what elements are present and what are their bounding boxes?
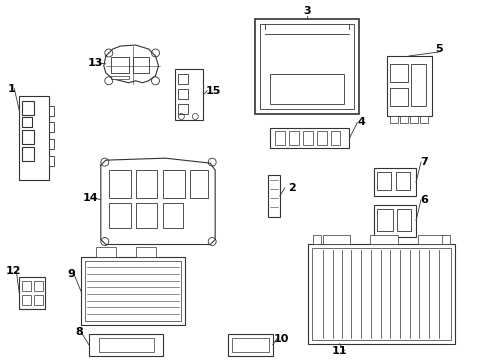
Text: 6: 6 [420, 195, 428, 205]
Bar [178, 104, 188, 113]
Bar [133, 57, 148, 73]
Text: 3: 3 [303, 6, 311, 16]
Bar [390, 116, 398, 123]
Bar [370, 235, 398, 244]
Bar [99, 338, 153, 352]
Bar [190, 170, 208, 198]
Bar [19, 277, 45, 309]
Bar [49, 122, 54, 132]
Bar [109, 170, 131, 198]
Bar [387, 56, 432, 116]
Bar [331, 131, 341, 145]
Text: 13: 13 [88, 58, 103, 68]
Bar [34, 295, 43, 305]
Bar [164, 203, 183, 228]
Bar [19, 96, 49, 180]
Bar [400, 116, 408, 123]
Bar [411, 64, 426, 105]
Text: 8: 8 [75, 327, 83, 337]
Bar [178, 74, 188, 84]
Bar [164, 170, 185, 198]
Bar [96, 247, 116, 257]
Text: 7: 7 [420, 157, 428, 167]
Bar [442, 235, 450, 244]
Bar [418, 235, 446, 244]
Bar [111, 76, 129, 79]
Bar [22, 117, 32, 127]
Bar [22, 147, 34, 161]
Bar [390, 64, 408, 82]
Bar [178, 89, 188, 99]
Bar [322, 235, 350, 244]
Bar [22, 100, 34, 114]
Bar [81, 257, 185, 325]
Bar [49, 105, 54, 116]
Bar [136, 203, 157, 228]
Bar [374, 205, 416, 237]
Bar [22, 130, 34, 144]
Bar [312, 248, 451, 340]
Bar [308, 244, 455, 344]
Bar [396, 172, 410, 190]
Text: 1: 1 [7, 84, 15, 94]
Bar [22, 281, 31, 291]
Bar [175, 69, 203, 121]
Bar [268, 175, 280, 217]
Bar [85, 261, 181, 321]
Bar [390, 88, 408, 105]
Text: 5: 5 [435, 44, 442, 54]
Bar [49, 156, 54, 166]
Text: 4: 4 [357, 117, 365, 127]
Text: 12: 12 [5, 266, 21, 276]
Bar [111, 57, 129, 73]
Bar [303, 131, 313, 145]
Text: 15: 15 [205, 86, 221, 96]
Bar [89, 334, 164, 356]
Bar [109, 203, 131, 228]
Bar [232, 338, 269, 352]
Bar [228, 334, 273, 356]
Bar [289, 131, 299, 145]
Bar [34, 281, 43, 291]
Bar [136, 247, 155, 257]
Bar [22, 295, 31, 305]
Bar [49, 139, 54, 149]
Bar [313, 235, 320, 244]
Text: 9: 9 [67, 269, 75, 279]
Bar [270, 129, 349, 148]
Text: 10: 10 [274, 334, 290, 344]
Bar [255, 19, 359, 113]
Bar [260, 24, 354, 109]
Bar [420, 116, 428, 123]
Bar [374, 168, 416, 196]
Bar [377, 172, 391, 190]
Bar [410, 116, 418, 123]
Bar [275, 131, 285, 145]
Bar [136, 170, 157, 198]
Text: 14: 14 [83, 193, 98, 203]
Bar [397, 209, 411, 231]
Bar [317, 131, 326, 145]
Text: 2: 2 [288, 183, 295, 193]
Text: 11: 11 [332, 346, 347, 356]
Bar [270, 74, 344, 104]
Bar [377, 209, 393, 231]
